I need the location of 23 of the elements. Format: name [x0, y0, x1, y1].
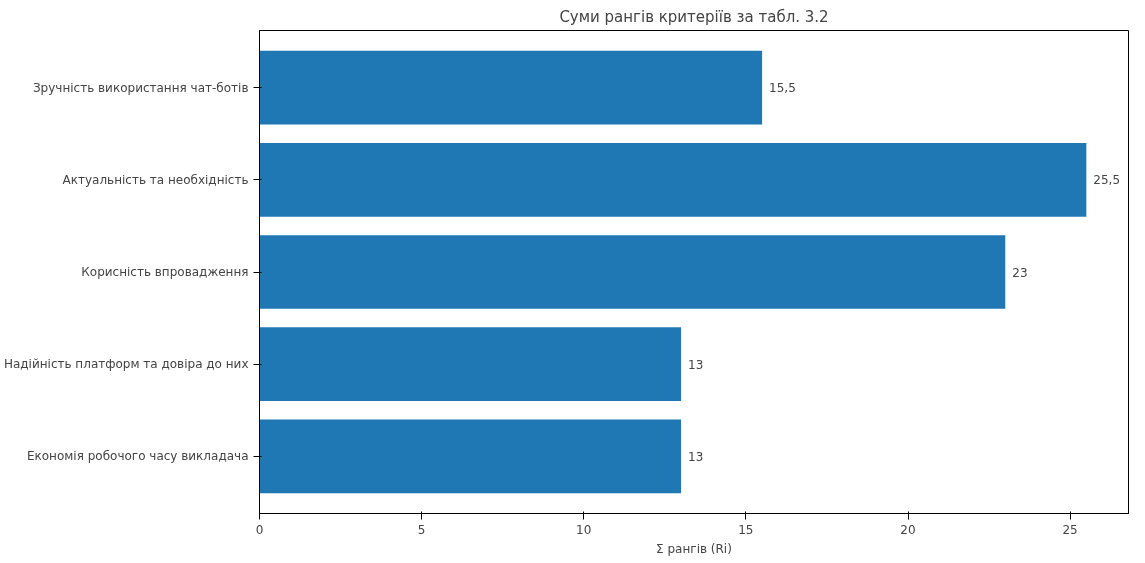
y-tick-label: Надійність платформ та довіра до них — [3, 357, 249, 372]
data-label: 25,5 — [1093, 173, 1121, 188]
chart-title: Суми рангів критеріїв за табл. 3.2 — [559, 7, 829, 26]
data-label: 13 — [688, 357, 704, 372]
y-tick-label: Зручність використання чат-ботів — [32, 80, 249, 95]
y-tick-label: Корисність впровадження — [81, 265, 249, 279]
x-tick-label: 15 — [738, 522, 754, 537]
x-axis-title: Σ рангів (Ri) — [656, 541, 732, 556]
bar — [259, 235, 1006, 309]
bar — [259, 50, 763, 125]
x-tick-label: 10 — [576, 522, 592, 537]
x-tick-label: 0 — [255, 522, 264, 537]
bar — [259, 142, 1087, 217]
y-tick-label: Актуальність та необхідність — [62, 172, 249, 187]
bar — [259, 327, 682, 402]
x-tick-label: 20 — [900, 522, 916, 537]
y-tick-label: Економія робочого часу викладача — [26, 449, 249, 464]
data-label: 13 — [688, 449, 704, 464]
bar — [259, 419, 682, 494]
data-label: 23 — [1012, 265, 1028, 280]
x-tick-label: 25 — [1062, 522, 1078, 537]
data-label: 15,5 — [769, 81, 796, 96]
x-tick-label: 5 — [417, 522, 426, 537]
